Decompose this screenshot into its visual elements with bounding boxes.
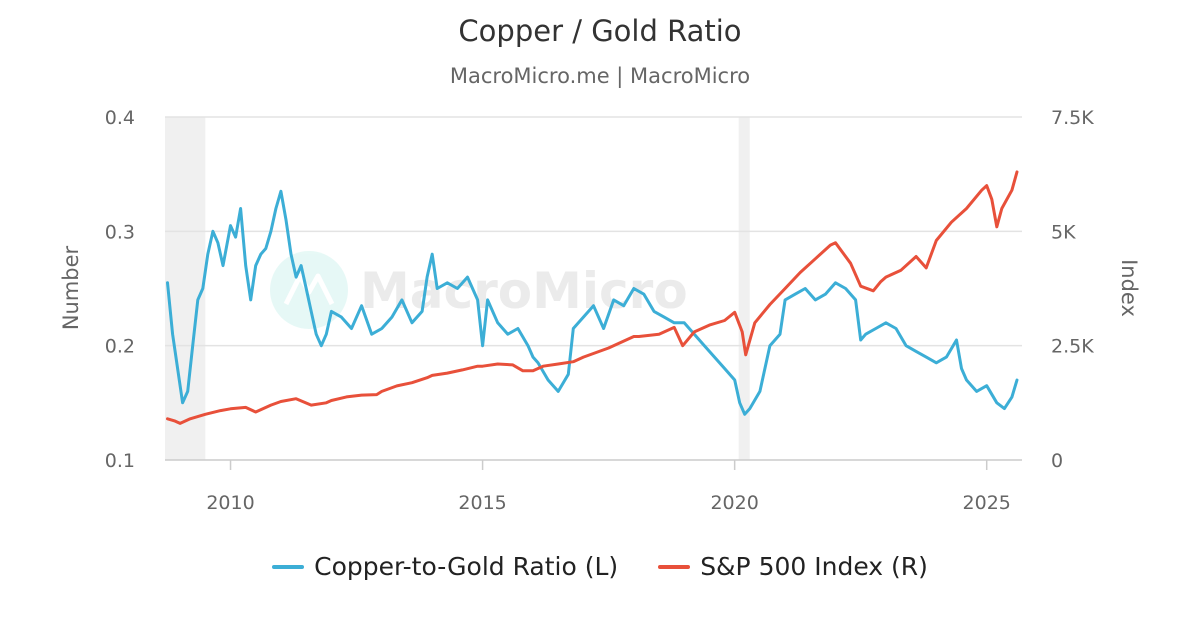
x-tick-label: 2025 [963, 492, 1011, 514]
mountain-logo-mark [283, 273, 335, 306]
y-right-tick-label: 2.5K [1051, 336, 1094, 358]
legend-item-sp500[interactable]: S&P 500 Index (R) [658, 552, 928, 581]
y-left-axis-label: Number [59, 245, 83, 330]
chart-subtitle: MacroMicro.me | MacroMicro [449, 64, 751, 88]
legend-item-copper-gold[interactable]: Copper-to-Gold Ratio (L) [272, 552, 618, 581]
legend-label-copper-gold: Copper-to-Gold Ratio (L) [314, 552, 619, 581]
series-line-sp500 [166, 170, 1019, 425]
x-tick-label: 2020 [710, 492, 758, 514]
x-tick-label: 2010 [206, 492, 254, 514]
y-left-tick-label: 0.2 [105, 336, 135, 358]
series-line-copper-gold [166, 189, 1019, 416]
recession-band-1 [738, 117, 750, 460]
recession-band-0 [165, 117, 206, 460]
y-right-tick-label: 7.5K [1051, 107, 1094, 129]
legend-swatch-sp500 [658, 564, 691, 569]
y-left-tick-label: 0.3 [105, 221, 135, 243]
axes: 2010 2015 2020 2025 0.1 0.2 0.3 0.4 0 2.5K 5K 7.5K [105, 107, 1094, 514]
legend: Copper-to-Gold Ratio (L) S&P 500 Index (… [0, 552, 1200, 581]
y-right-tick-label: 0 [1051, 450, 1063, 472]
y-right-tick-label: 5K [1051, 221, 1076, 243]
y-right-axis-label: Index [1117, 259, 1141, 317]
legend-label-sp500: S&P 500 Index (R) [700, 552, 928, 581]
chart-title: Copper / Gold Ratio [458, 14, 742, 48]
legend-swatch-copper-gold [272, 564, 305, 569]
gridlines [165, 116, 1022, 347]
recession-bands [165, 117, 750, 460]
y-left-tick-label: 0.4 [105, 107, 135, 129]
x-tick-label: 2015 [458, 492, 506, 514]
y-left-tick-label: 0.1 [105, 450, 135, 472]
series-lines [166, 170, 1019, 425]
